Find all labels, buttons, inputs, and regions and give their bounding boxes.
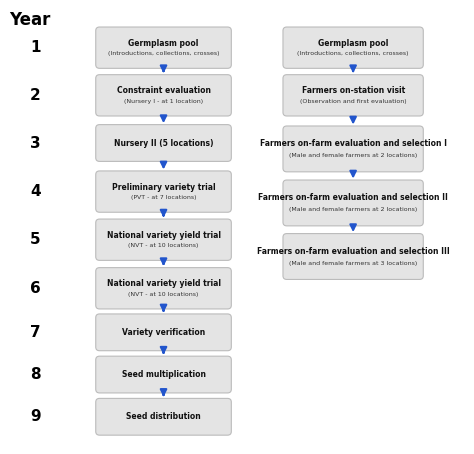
Text: (Introductions, collections, crosses): (Introductions, collections, crosses) [108, 51, 219, 56]
Text: 8: 8 [30, 367, 41, 382]
Text: (Nursery I - at 1 location): (Nursery I - at 1 location) [124, 99, 203, 104]
Text: (Observation and first evaluation): (Observation and first evaluation) [300, 99, 406, 104]
Text: Farmers on-farm evaluation and selection III: Farmers on-farm evaluation and selection… [257, 247, 449, 256]
Text: (NVT - at 10 locations): (NVT - at 10 locations) [128, 292, 199, 297]
Text: (Male and female farmers at 3 locations): (Male and female farmers at 3 locations) [289, 261, 417, 266]
Text: National variety yield trial: National variety yield trial [107, 231, 220, 240]
FancyBboxPatch shape [283, 180, 423, 226]
Text: Preliminary variety trial: Preliminary variety trial [112, 183, 215, 192]
FancyBboxPatch shape [96, 356, 231, 393]
Text: 7: 7 [30, 325, 41, 340]
FancyBboxPatch shape [96, 267, 231, 309]
Text: Seed multiplication: Seed multiplication [121, 370, 206, 379]
Text: 4: 4 [30, 184, 41, 199]
Text: 5: 5 [30, 232, 41, 247]
Text: 3: 3 [30, 135, 41, 151]
Text: (PVT - at 7 locations): (PVT - at 7 locations) [131, 195, 196, 200]
FancyBboxPatch shape [96, 314, 231, 350]
FancyBboxPatch shape [96, 219, 231, 260]
FancyBboxPatch shape [96, 171, 231, 212]
Text: Farmers on-farm evaluation and selection II: Farmers on-farm evaluation and selection… [258, 193, 448, 202]
Text: Farmers on-farm evaluation and selection I: Farmers on-farm evaluation and selection… [260, 139, 447, 148]
Text: 9: 9 [30, 409, 41, 424]
Text: Variety verification: Variety verification [122, 328, 205, 337]
FancyBboxPatch shape [96, 124, 231, 161]
Text: (Male and female farmers at 2 locations): (Male and female farmers at 2 locations) [289, 207, 417, 212]
FancyBboxPatch shape [283, 233, 423, 279]
Text: Germplasm pool: Germplasm pool [318, 39, 388, 48]
Text: (Introductions, collections, crosses): (Introductions, collections, crosses) [297, 51, 409, 56]
FancyBboxPatch shape [283, 126, 423, 172]
FancyBboxPatch shape [96, 399, 231, 435]
Text: Seed distribution: Seed distribution [126, 412, 201, 421]
Text: (Male and female farmers at 2 locations): (Male and female farmers at 2 locations) [289, 153, 417, 158]
FancyBboxPatch shape [96, 27, 231, 68]
FancyBboxPatch shape [96, 74, 231, 116]
Text: National variety yield trial: National variety yield trial [107, 279, 220, 288]
Text: Nursery II (5 locations): Nursery II (5 locations) [114, 138, 213, 148]
FancyBboxPatch shape [283, 74, 423, 116]
Text: Germplasm pool: Germplasm pool [128, 39, 199, 48]
FancyBboxPatch shape [283, 27, 423, 68]
Text: 1: 1 [30, 40, 41, 55]
Text: 6: 6 [30, 281, 41, 296]
Text: Farmers on-station visit: Farmers on-station visit [301, 86, 405, 95]
Text: 2: 2 [30, 88, 41, 103]
Text: Constraint evaluation: Constraint evaluation [117, 86, 210, 95]
Text: Year: Year [9, 11, 51, 30]
Text: (NVT - at 10 locations): (NVT - at 10 locations) [128, 243, 199, 248]
